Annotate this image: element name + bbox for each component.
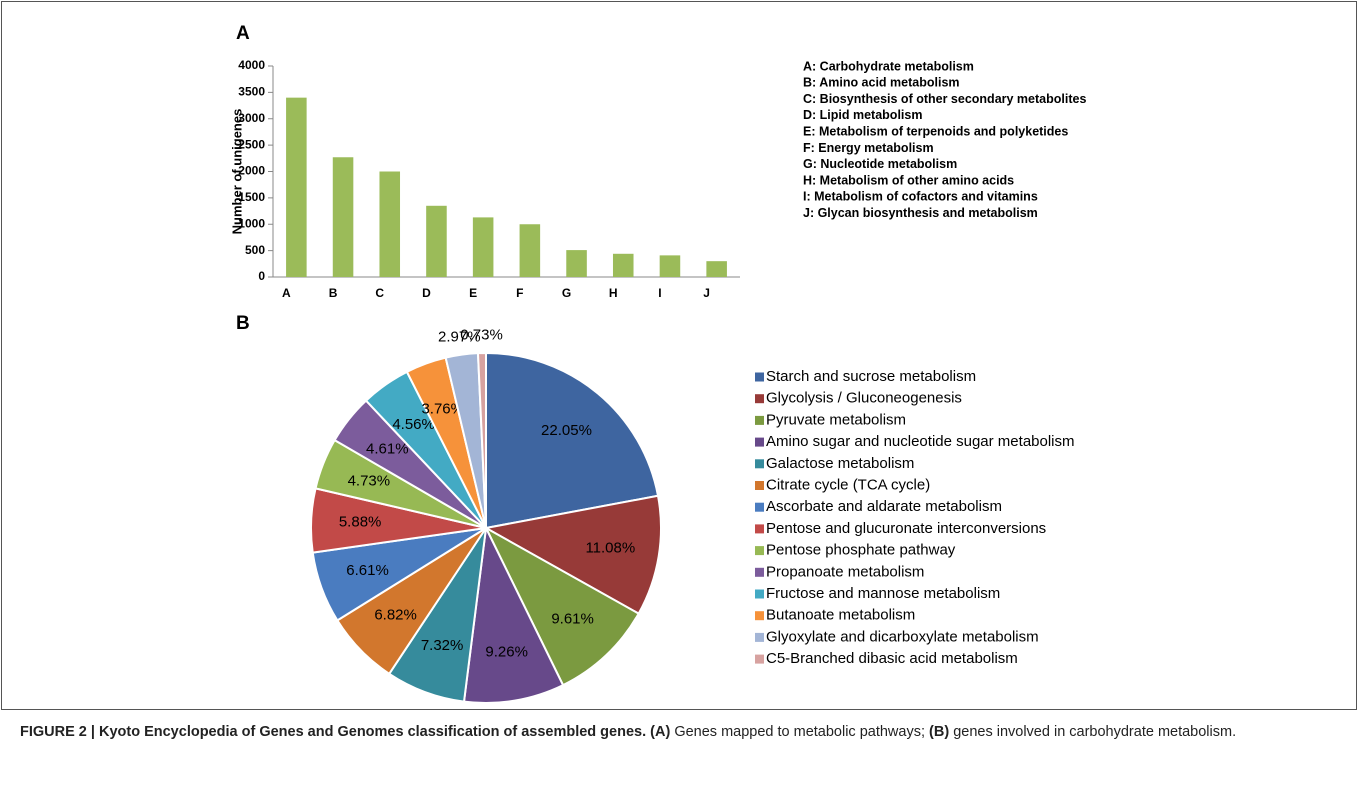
annotation: J: Glycan biosynthesis and metabolism: [803, 206, 1038, 220]
legend-swatch: [755, 524, 764, 534]
bar: [706, 261, 727, 277]
annotation: E: Metabolism of terpenoids and polyketi…: [803, 124, 1068, 138]
y-tick-label: 3000: [238, 111, 265, 125]
x-tick-label: E: [469, 286, 477, 300]
caption-marker: (B): [929, 724, 950, 740]
bar: [472, 217, 494, 277]
data-label: 2.97%: [438, 328, 481, 345]
legend-label: Pentose and glucuronate interconversions: [766, 520, 1046, 537]
legend-label: Galactose metabolism: [766, 455, 914, 472]
y-tick-label: 500: [245, 243, 265, 257]
bar: [566, 250, 587, 277]
legend-label: Starch and sucrose metabolism: [766, 368, 976, 385]
legend-label: Propanoate metabolism: [766, 563, 924, 580]
caption-text: Genes mapped to metabolic pathways;: [674, 724, 925, 740]
legend-label: Butanoate metabolism: [766, 607, 915, 624]
legend-swatch: [755, 481, 764, 490]
legend-label: Pyruvate metabolism: [766, 411, 906, 428]
panel-label: A: [236, 23, 250, 44]
legend-label: C5-Branched dibasic acid metabolism: [766, 650, 1018, 667]
legend-label: Glycolysis / Gluconeogenesis: [766, 390, 962, 407]
annotation: G: Nucleotide metabolism: [803, 157, 957, 171]
data-label: 22.05%: [541, 422, 592, 439]
chart: A Number of unigenes 0 500 1000 1500 2000 2500 3…: [1, 1, 1357, 710]
annotation: H: Metabolism of other amino acids: [803, 173, 1014, 187]
legend-swatch: [755, 415, 764, 425]
pie-slice: [476, 351, 487, 529]
bar: [612, 253, 634, 277]
bar: [286, 97, 307, 278]
legend-label: Ascorbate and aldarate metabolism: [766, 498, 1002, 515]
pie-slice: [483, 525, 641, 687]
panel-label: B: [236, 313, 250, 334]
data-label: 7.32%: [421, 637, 464, 654]
caption-title: FIGURE 2 | Kyoto Encyclopedia of Genes a…: [20, 724, 647, 740]
legend-swatch: [755, 632, 764, 642]
annotation: C: Biosynthesis of other secondary metab…: [803, 92, 1086, 106]
data-label: 4.56%: [392, 416, 435, 433]
data-label: 4.61%: [366, 441, 409, 458]
legend-swatch: [755, 437, 764, 447]
legend-swatch: [755, 546, 764, 556]
legend-swatch: [755, 459, 764, 469]
pie-slice: [462, 524, 565, 704]
y-tick-label: 3500: [238, 85, 265, 99]
y-tick-label: 4000: [238, 58, 265, 72]
x-tick-label: F: [516, 286, 523, 300]
data-label: 3.76%: [421, 401, 464, 418]
legend-swatch: [755, 589, 764, 599]
data-label: 11.08%: [585, 539, 635, 556]
x-tick-label: B: [329, 286, 338, 300]
caption: FIGURE 2 | Kyoto Encyclopedia of Genes a…: [20, 720, 1340, 744]
data-label: 6.82%: [374, 607, 417, 624]
x-tick-label: A: [282, 286, 291, 300]
annotation: A: Carbohydrate metabolism: [803, 59, 974, 73]
data-label: 5.88%: [339, 513, 382, 530]
pie-slice: [485, 351, 660, 530]
y-axis-label: Number of unigenes: [229, 109, 244, 235]
data-label: 9.26%: [485, 643, 528, 660]
data-label: 9.61%: [551, 610, 594, 627]
legend-swatch: [755, 654, 764, 664]
data-label: 6.61%: [346, 562, 389, 579]
legend-label: Pentose phosphate pathway: [766, 542, 956, 559]
legend-label: Citrate cycle (TCA cycle): [766, 476, 930, 493]
bar: [519, 224, 541, 277]
bar: [659, 255, 681, 277]
pie-slice: [483, 494, 662, 615]
x-tick-label: H: [609, 286, 618, 300]
y-tick-label: 1000: [238, 216, 265, 230]
bar: [379, 171, 401, 277]
annotation: D: Lipid metabolism: [803, 108, 922, 122]
y-tick-label: 1500: [238, 190, 265, 204]
caption-text: genes involved in carbohydrate metabolis…: [953, 724, 1237, 740]
x-tick-label: I: [658, 286, 661, 300]
legend-label: Amino sugar and nucleotide sugar metabol…: [766, 433, 1075, 450]
bar: [426, 205, 447, 277]
caption-marker: (A): [650, 724, 671, 740]
x-tick-label: J: [703, 286, 710, 300]
y-tick-label: 2000: [238, 164, 265, 178]
legend-swatch: [755, 567, 764, 577]
frame: [1, 1, 1357, 710]
annotation: B: Amino acid metabolism: [803, 76, 960, 90]
bar: [332, 157, 354, 277]
y-tick-label: 0: [258, 269, 265, 283]
annotation: I: Metabolism of cofactors and vitamins: [803, 190, 1038, 204]
legend-label: Fructose and mannose metabolism: [766, 585, 1000, 602]
x-tick-label: D: [422, 286, 431, 300]
data-label: 4.73%: [348, 473, 391, 490]
legend-label: Glyoxylate and dicarboxylate metabolism: [766, 628, 1039, 645]
legend-swatch: [755, 394, 764, 404]
x-tick-label: G: [562, 286, 571, 300]
data-label: 0.73%: [460, 327, 503, 344]
x-tick-label: C: [375, 286, 384, 300]
legend-swatch: [755, 611, 764, 621]
legend-swatch: [755, 502, 764, 512]
legend-swatch: [755, 372, 764, 382]
y-tick-label: 2500: [238, 137, 265, 151]
annotation: F: Energy metabolism: [803, 141, 934, 155]
